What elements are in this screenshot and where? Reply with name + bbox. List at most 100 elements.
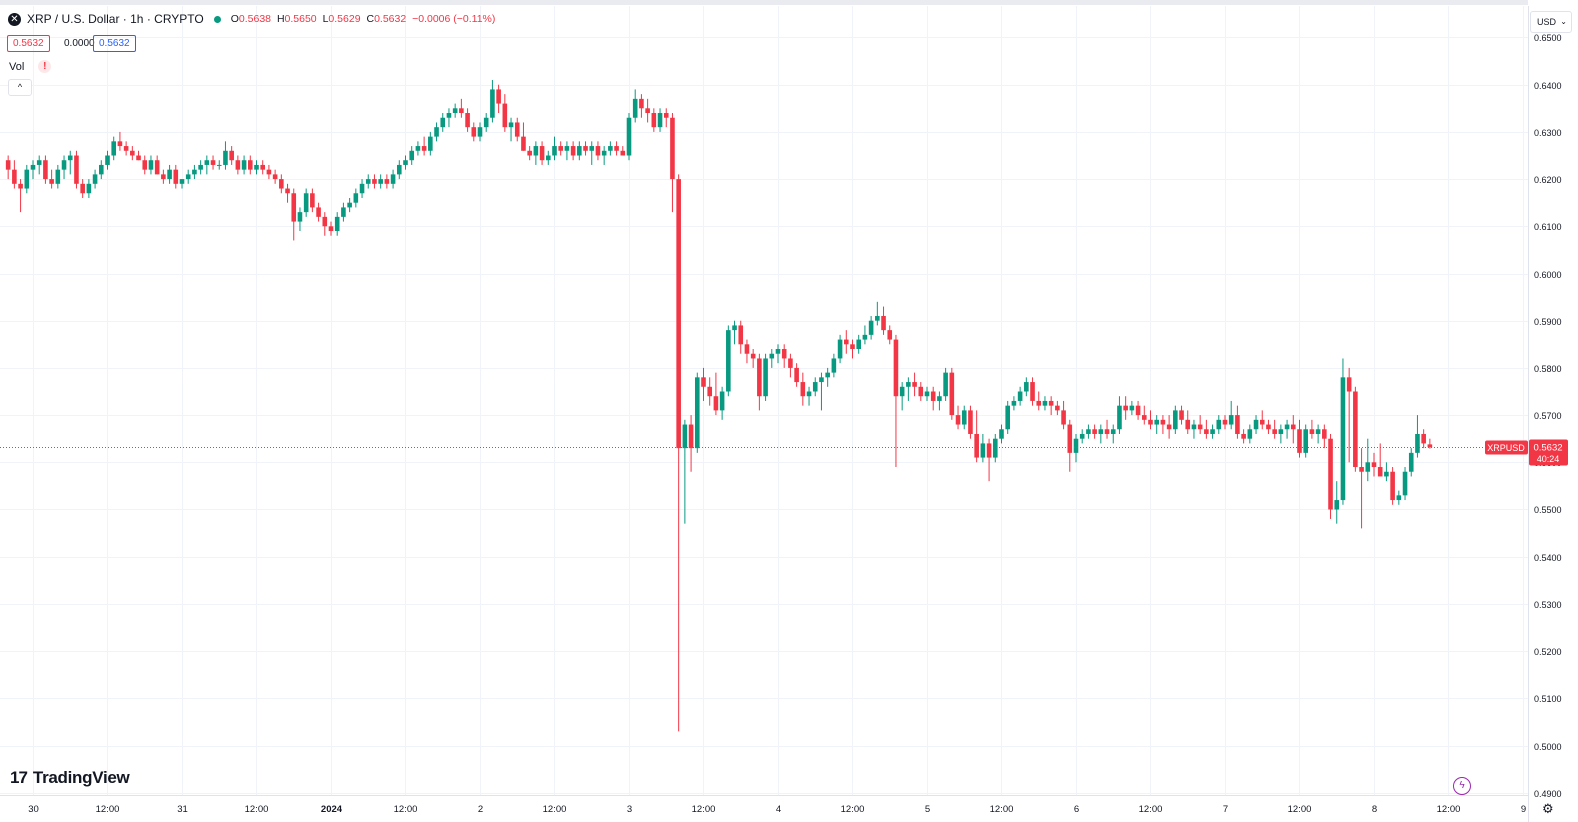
- candle-body: [657, 113, 663, 128]
- tradingview-logo[interactable]: 17 TradingView: [10, 768, 130, 788]
- candle-body: [893, 339, 899, 397]
- candle-body: [831, 358, 837, 373]
- candle-body: [43, 160, 48, 180]
- candle-body: [74, 155, 79, 184]
- ask-price-box[interactable]: 0.5632: [93, 35, 136, 52]
- time-tick-label: 12:00: [1139, 804, 1163, 815]
- candle-body: [626, 117, 632, 156]
- price-tick-label: 0.5900: [1534, 317, 1562, 327]
- symbol-tag-label: XRPUSD: [1487, 443, 1525, 453]
- candle-body: [1278, 429, 1284, 434]
- time-tick-label: 8: [1372, 804, 1377, 815]
- candle-body: [1011, 400, 1017, 406]
- time-tick-label: 9: [1521, 804, 1526, 815]
- candle-body: [123, 146, 129, 151]
- candle-body: [1154, 419, 1160, 425]
- candle-body: [204, 160, 210, 165]
- volume-indicator[interactable]: Vol !: [9, 60, 52, 73]
- top-border: [0, 0, 1578, 5]
- last-price-tag: XRPUSD 0.5632 40:24: [1485, 439, 1568, 466]
- candle-body: [1024, 382, 1029, 392]
- candle-body: [279, 179, 284, 189]
- candle-body: [1123, 405, 1128, 411]
- candle-body: [899, 386, 905, 397]
- candle-body: [1272, 429, 1277, 434]
- candle-body: [1384, 471, 1389, 477]
- high-label: H: [276, 13, 285, 25]
- collapse-legend-button[interactable]: ^: [8, 79, 32, 96]
- candle-body: [1017, 391, 1023, 401]
- candle-body: [185, 174, 191, 180]
- candle-body: [1129, 405, 1135, 411]
- bid-price-box[interactable]: 0.5632: [7, 35, 50, 52]
- candle-body: [247, 160, 253, 170]
- candle-body: [775, 349, 781, 354]
- candle-body: [136, 155, 141, 161]
- currency-selector[interactable]: USD ⌄: [1530, 11, 1572, 33]
- price-tick-label: 0.4900: [1534, 789, 1562, 799]
- candle-body: [856, 339, 862, 350]
- candle-body: [583, 146, 588, 151]
- candle-body: [868, 320, 874, 335]
- time-tick-label: 12:00: [1437, 804, 1461, 815]
- candle-body: [303, 193, 309, 213]
- candle-body: [632, 98, 638, 118]
- candle-body: [266, 169, 272, 175]
- price-axis-bg: [1528, 0, 1578, 822]
- candle-body: [1098, 429, 1104, 434]
- candle-body: [130, 150, 135, 156]
- price-axis[interactable]: 0.6500 0.6400 0.6300 0.6200 0.6100 0.6000 0.59…: [1528, 0, 1578, 822]
- candle-body: [297, 212, 303, 222]
- candle-body: [943, 372, 948, 397]
- time-tick-label: 6: [1074, 804, 1079, 815]
- time-tick-label: 3: [627, 804, 632, 815]
- time-tick-label: 7: [1223, 804, 1228, 815]
- candle-body: [440, 117, 446, 128]
- candle-body: [334, 216, 340, 232]
- candle-body: [1228, 415, 1234, 425]
- gear-icon[interactable]: ⚙: [1542, 801, 1554, 816]
- time-tick-label: 2024: [321, 804, 343, 815]
- candle-body: [254, 164, 259, 170]
- price-tick-label: 0.5000: [1534, 742, 1562, 752]
- candle-body: [353, 193, 359, 203]
- candle-body: [1166, 424, 1172, 430]
- candle-body: [924, 391, 930, 397]
- candle-body: [1346, 377, 1352, 392]
- warning-icon[interactable]: !: [38, 60, 52, 73]
- candle-body: [545, 155, 551, 161]
- candle-body: [1179, 410, 1184, 420]
- candle-body: [67, 155, 73, 161]
- lightning-icon[interactable]: ϟ: [1453, 777, 1471, 795]
- candle-body: [285, 188, 290, 194]
- candle-body: [390, 174, 396, 184]
- candle-body: [1092, 429, 1097, 434]
- market-open-icon: [213, 15, 221, 23]
- x-logo-icon[interactable]: ✕: [8, 12, 21, 26]
- candle-body: [490, 89, 495, 118]
- candle-body: [272, 174, 278, 180]
- tradingview-wordmark: TradingView: [32, 768, 130, 787]
- candle-body: [142, 160, 148, 170]
- candle-body: [365, 179, 371, 184]
- candle-body: [1210, 429, 1215, 434]
- candle-body: [111, 141, 117, 156]
- symbol-title[interactable]: XRP / U.S. Dollar · 1h · CRYPTO: [27, 12, 204, 26]
- price-tick-label: 0.5100: [1534, 694, 1562, 704]
- candle-body: [1408, 452, 1414, 472]
- candle-body: [837, 339, 843, 359]
- candle-body: [1079, 433, 1085, 439]
- price-tick-label: 0.6100: [1534, 222, 1562, 232]
- candle-body: [533, 146, 539, 156]
- candle-body: [1216, 419, 1222, 430]
- candle-body: [24, 169, 30, 189]
- candle-body: [694, 377, 700, 449]
- candle-body: [1104, 429, 1110, 434]
- volume-label: Vol: [9, 60, 25, 73]
- time-axis[interactable]: 30 12:00 31 12:00 2024 12:00 2 12:00 3 12:00 4 12:0…: [0, 795, 1528, 816]
- low-value: 0.5629: [328, 13, 361, 25]
- candle-body: [514, 122, 520, 137]
- candle-body: [1042, 400, 1048, 406]
- price-tick-label: 0.5800: [1534, 364, 1562, 374]
